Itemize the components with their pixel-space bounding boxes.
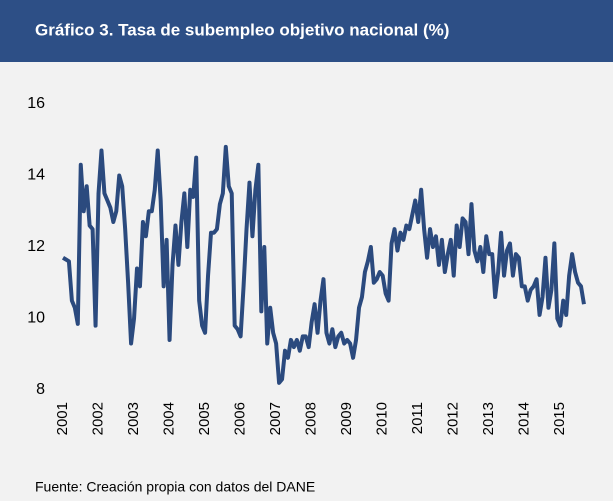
x-tick-label: 2010 [374, 402, 391, 435]
x-tick-label: 2009 [338, 402, 355, 435]
x-tick-label: 2004 [161, 402, 178, 435]
y-tick-label: 8 [36, 381, 45, 398]
line-series [61, 144, 586, 385]
x-tick-label: 2006 [232, 402, 249, 435]
x-tick-label: 2008 [303, 402, 320, 435]
x-tick-label: 2001 [54, 402, 71, 435]
y-tick-label: 10 [27, 310, 45, 327]
x-tick-label: 2014 [516, 402, 533, 435]
x-tick-label: 2013 [480, 402, 497, 435]
y-tick-label: 16 [27, 95, 45, 112]
y-tick-label: 14 [27, 167, 45, 184]
x-tick-label: 2005 [196, 402, 213, 435]
y-tick-label: 12 [27, 238, 45, 255]
source-note: Fuente: Creación propia con datos del DA… [35, 479, 315, 495]
x-tick-label: 2003 [125, 402, 142, 435]
header-band [0, 0, 613, 62]
x-tick-label: 2007 [267, 402, 284, 435]
x-tick-label: 2015 [551, 402, 568, 435]
x-tick-label: 2011 [409, 402, 426, 434]
chart-title: Gráfico 3. Tasa de subempleo objetivo na… [35, 20, 449, 39]
x-tick-label: 2002 [89, 402, 106, 435]
x-tick-label: 2012 [445, 402, 462, 435]
